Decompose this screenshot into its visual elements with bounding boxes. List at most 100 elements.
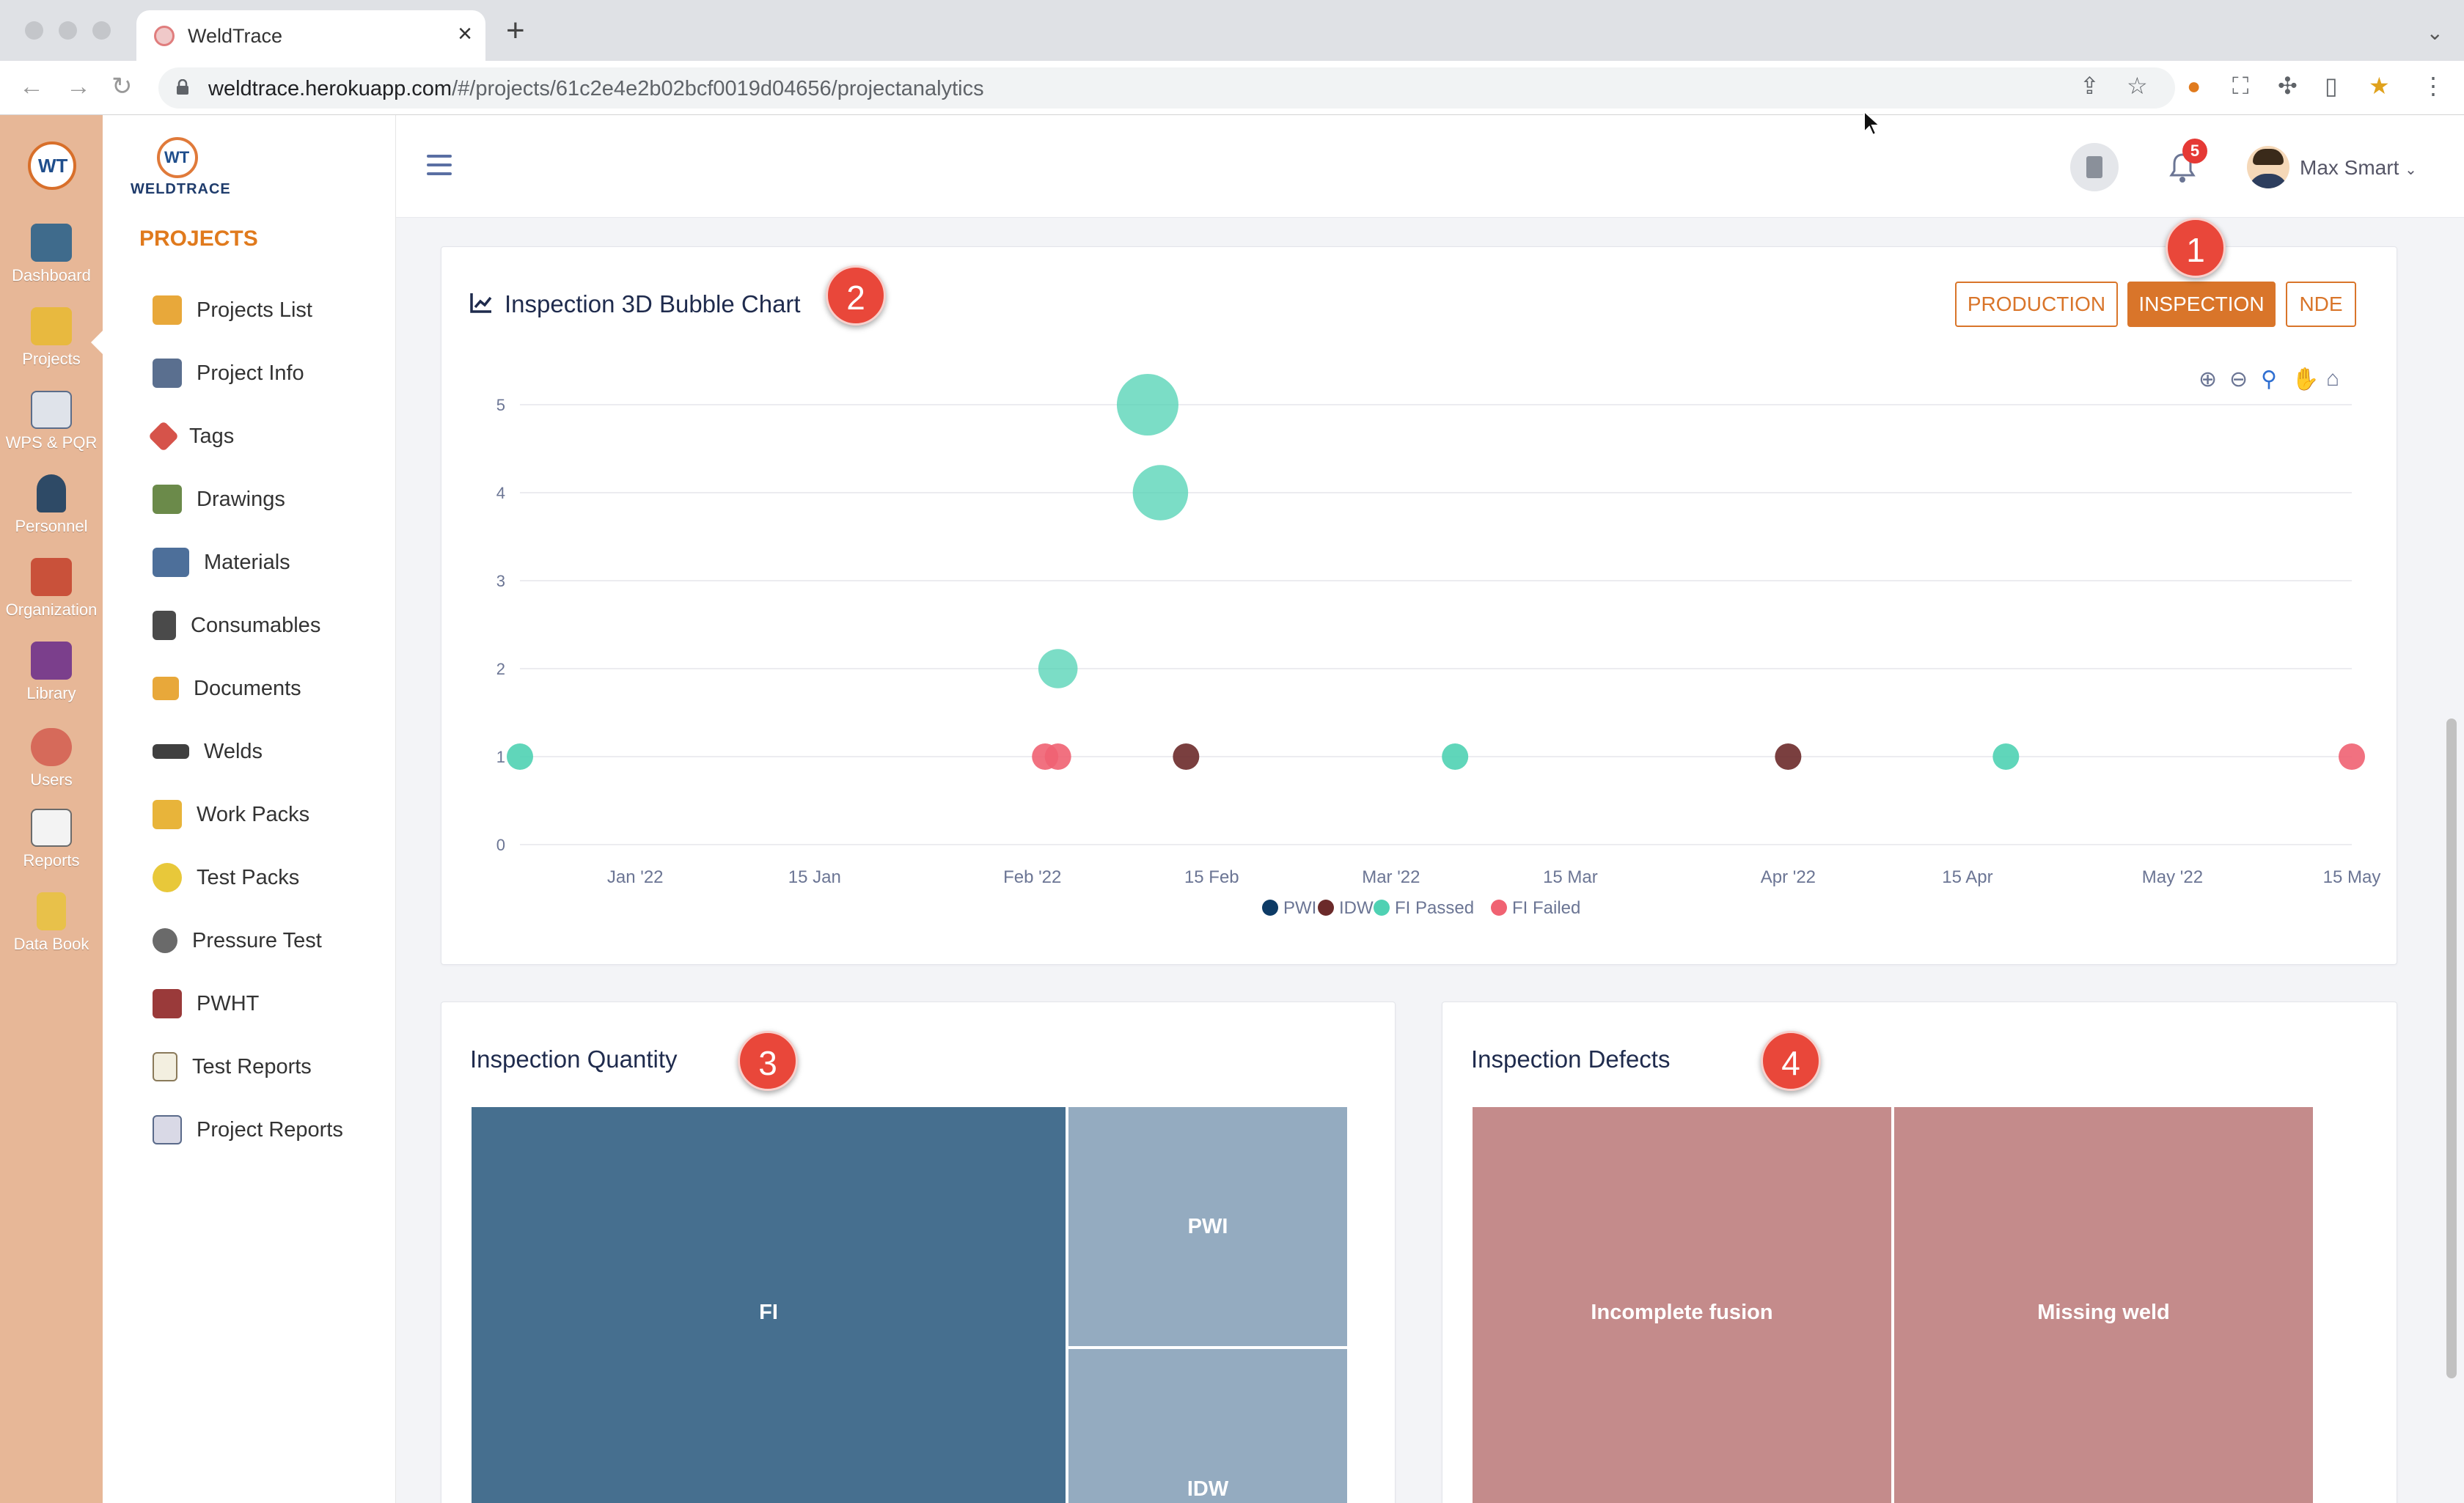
new-tab-icon[interactable]: + (506, 12, 525, 48)
rail-item-library[interactable]: Library (0, 642, 103, 703)
treemap-label: FI (759, 1300, 778, 1324)
bubble-point (1132, 465, 1189, 521)
favicon-icon (154, 26, 175, 46)
back-arrow-icon[interactable]: ← (19, 73, 44, 100)
x-tick-label: 15 May (2323, 867, 2381, 887)
x-tick-label: May '22 (2142, 867, 2203, 887)
rail-item-organization[interactable]: Organization (0, 558, 103, 620)
sidebar-item-test-packs[interactable]: Test Packs (153, 860, 299, 895)
hamburger-menu-icon[interactable] (427, 155, 452, 177)
y-tick-label: 5 (496, 396, 505, 414)
x-tick-label: 15 Jan (788, 867, 841, 887)
sidebar-item-label: Test Reports (192, 1054, 312, 1078)
bubble-point (1442, 743, 1469, 770)
sidebar-item-materials[interactable]: Materials (153, 545, 290, 580)
browser-tabbar: WeldTrace × + ⌄ (0, 0, 2464, 61)
sidebar-item-pressure-test[interactable]: Pressure Test (153, 923, 322, 958)
weldtrace-logo-icon[interactable]: WT (28, 142, 76, 190)
rail-item-projects[interactable]: Projects (0, 307, 103, 369)
treemap-cell-fi[interactable]: FI (472, 1107, 1066, 1503)
factory-icon (31, 558, 72, 596)
treemap-cell-idw[interactable]: IDW (1068, 1349, 1347, 1503)
user-name: Max Smart (2300, 156, 2399, 179)
sidebar-item-project-info[interactable]: Project Info (153, 356, 304, 391)
screenshot-icon[interactable]: ⛶ (2232, 73, 2249, 99)
bubble-point (1775, 743, 1802, 770)
treemap-cell-missing-weld[interactable]: Missing weld (1894, 1107, 2313, 1503)
bubble-chart: 0 1 2 3 4 5 Jan '22 15 Jan Feb '22 15 Feb Mar '22 1… (496, 374, 2381, 918)
sidebar-item-label: Documents (194, 676, 301, 700)
user-menu[interactable]: Max Smart ⌄ (2300, 156, 2417, 180)
document-icon[interactable] (2070, 143, 2119, 191)
url-path: /#/projects/61c2e4e2b02bcf0019d04656/pro… (452, 77, 984, 100)
window-minimize-button[interactable] (59, 21, 77, 40)
gears-icon (153, 359, 182, 388)
treemap-label: Missing weld (2037, 1300, 2170, 1324)
profile-icon[interactable]: ★ (2369, 73, 2390, 99)
address-bar[interactable]: weldtrace.herokuapp.com/#/projects/61c2e… (158, 67, 2175, 109)
page-scrollbar[interactable] (2446, 719, 2457, 1378)
notification-badge: 5 (2182, 139, 2207, 163)
x-tick-label: 15 Apr (1942, 867, 1992, 887)
sidebar-item-label: Welds (204, 739, 263, 763)
bubble-point (2339, 743, 2365, 770)
treemap-cell-pwi[interactable]: PWI (1068, 1107, 1347, 1346)
avatar[interactable] (2247, 146, 2289, 188)
rail-item-wps-pqr[interactable]: WPS & PQR (0, 391, 103, 452)
x-tick-label: Apr '22 (1761, 867, 1816, 887)
sidebar-item-pwht[interactable]: PWHT (153, 986, 259, 1021)
bubble-point (1044, 743, 1071, 770)
rail-item-personnel[interactable]: Personnel (0, 474, 103, 536)
sidebar-item-tags[interactable]: Tags (147, 419, 235, 454)
pan-hand-icon[interactable]: ✋ (2292, 367, 2320, 392)
sidebar-item-welds[interactable]: Welds (153, 734, 263, 769)
production-button[interactable]: PRODUCTION (1955, 282, 2118, 327)
tab-search-chevron-icon[interactable]: ⌄ (2426, 21, 2443, 44)
x-tick-label: Feb '22 (1003, 867, 1061, 887)
bubble-point (1173, 743, 1200, 770)
bookmark-star-icon[interactable]: ☆ (2127, 73, 2148, 99)
sidebar-logo[interactable]: WT WELDTRACE (131, 137, 241, 197)
rail-item-users[interactable]: Users (0, 728, 103, 790)
window-maximize-button[interactable] (92, 21, 111, 40)
sidebar-item-label: Tags (189, 424, 235, 448)
sidebar-item-work-packs[interactable]: Work Packs (153, 797, 309, 832)
reload-icon[interactable]: ↻ (111, 73, 133, 100)
nde-button[interactable]: NDE (2286, 282, 2356, 327)
sidebar-item-consumables[interactable]: Consumables (153, 608, 320, 643)
rail-label: WPS & PQR (5, 433, 98, 452)
browser-tab[interactable]: WeldTrace × (136, 10, 485, 61)
extension-icon[interactable]: ● (2187, 73, 2201, 99)
forward-arrow-icon[interactable]: → (66, 73, 91, 100)
sidebar-item-drawings[interactable]: Drawings (153, 482, 285, 517)
rail-label: Library (26, 684, 76, 702)
x-tick-label: 15 Feb (1184, 867, 1239, 887)
sidebar-item-project-reports[interactable]: Project Reports (153, 1112, 343, 1147)
y-tick-label: 1 (496, 748, 505, 766)
sidebar-item-documents[interactable]: Documents (153, 671, 301, 706)
rail-item-dashboard[interactable]: Dashboard (0, 224, 103, 285)
rail-item-reports[interactable]: Reports (0, 809, 103, 870)
bubble-point (1038, 649, 1078, 688)
window-close-button[interactable] (25, 21, 43, 40)
reset-zoom-home-icon[interactable]: ⌂ (2326, 367, 2340, 391)
sidebar-item-projects-list[interactable]: Projects List (153, 293, 312, 328)
zoom-in-icon[interactable]: ⊕ (2199, 367, 2218, 392)
browser-menu-icon[interactable]: ⋮ (2421, 73, 2445, 99)
lock-icon (177, 79, 188, 95)
treemap-cell-incomplete-fusion[interactable]: Incomplete fusion (1473, 1107, 1891, 1503)
side-panel-icon[interactable]: ▯ (2325, 73, 2338, 99)
inspection-defects-title: Inspection Defects (1471, 1046, 1671, 1073)
selection-zoom-icon[interactable]: ⚲ (2261, 367, 2277, 392)
y-tick-label: 0 (496, 836, 505, 854)
checklist-icon (153, 1052, 177, 1081)
inspection-button[interactable]: INSPECTION (2127, 282, 2276, 327)
share-icon[interactable]: ⇪ (2080, 73, 2100, 99)
tab-close-icon[interactable]: × (458, 20, 472, 48)
bubble-chart-title: Inspection 3D Bubble Chart (505, 290, 801, 317)
zoom-out-icon[interactable]: ⊖ (2229, 367, 2248, 392)
extensions-puzzle-icon[interactable]: ✣ (2278, 73, 2298, 99)
sidebar-item-test-reports[interactable]: Test Reports (153, 1049, 312, 1084)
url-text: weldtrace.herokuapp.com/#/projects/61c2e… (208, 77, 984, 101)
rail-item-data-book[interactable]: Data Book (0, 892, 103, 954)
